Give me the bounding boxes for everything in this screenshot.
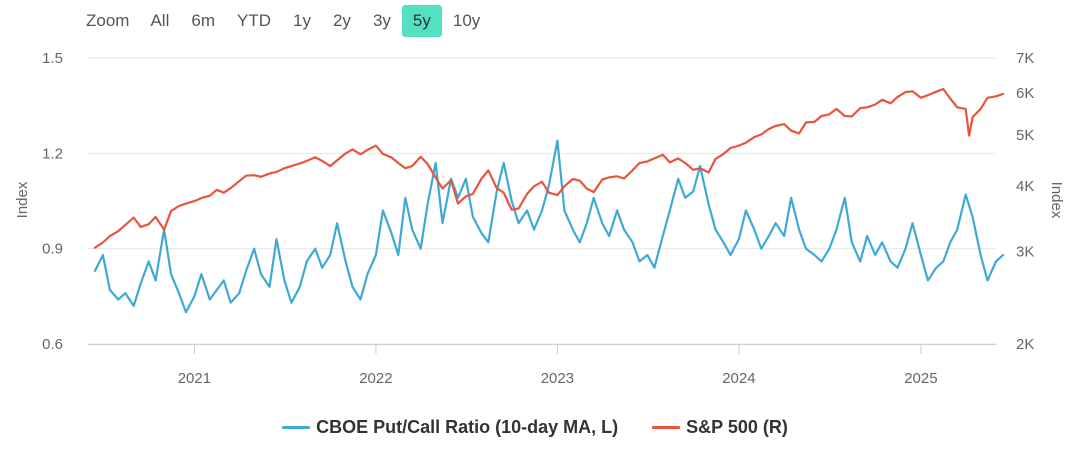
left-tick-label: 0.6: [42, 336, 63, 353]
series-layer: [93, 87, 1005, 314]
left-tick-label: 1.2: [42, 145, 63, 162]
right-tick-label: 6K: [1016, 85, 1034, 102]
legend-item-put-call[interactable]: CBOE Put/Call Ratio (10-day MA, L): [282, 417, 618, 438]
x-tick-label: 2021: [178, 370, 211, 387]
right-tick-label: 5K: [1016, 127, 1034, 144]
zoom-button-5y[interactable]: 5y: [401, 5, 442, 37]
legend-swatch-put-call: [282, 426, 311, 429]
x-tick-label: 2024: [722, 370, 755, 387]
x-tick-label: 2023: [541, 370, 574, 387]
legend-swatch-sp500: [652, 426, 681, 429]
zoom-button-1y[interactable]: 1y: [293, 11, 311, 30]
left-axis-title: Index: [14, 181, 31, 218]
legend-item-sp500[interactable]: S&P 500 (R): [652, 417, 788, 438]
zoom-button-6m[interactable]: 6m: [191, 11, 215, 30]
legend: CBOE Put/Call Ratio (10-day MA, L) S&P 5…: [0, 417, 1070, 438]
right-tick-label: 7K: [1016, 50, 1034, 67]
zoom-toolbar: Zoom All 6m YTD 1y 2y 3y 5y 10y: [78, 5, 491, 37]
zoom-button-2y[interactable]: 2y: [332, 11, 351, 30]
right-axis-title: Index: [1048, 182, 1065, 219]
left-tick-label: 1.5: [42, 50, 63, 67]
series-line-put-call: [93, 139, 1005, 314]
legend-label-put-call: CBOE Put/Call Ratio (10-day MA, L): [316, 417, 619, 437]
series-line-sp500: [93, 87, 1005, 249]
right-tick-label: 3K: [1016, 243, 1034, 260]
right-tick-label: 2K: [1016, 336, 1034, 353]
right-axis-ticks: 2K 3K 4K 5K 6K 7K: [1016, 50, 1034, 353]
left-tick-label: 0.9: [42, 241, 63, 258]
legend-label-sp500: S&P 500 (R): [686, 417, 788, 437]
right-tick-label: 4K: [1016, 178, 1034, 195]
x-axis-ticks: 2021 2022 2023 2024 2025: [88, 344, 996, 387]
left-axis-ticks: 0.6 0.9 1.2 1.5: [42, 50, 63, 353]
zoom-button-3y[interactable]: 3y: [372, 11, 391, 30]
zoom-button-10y[interactable]: 10y: [452, 11, 481, 30]
zoom-button-all[interactable]: All: [150, 11, 170, 30]
x-tick-label: 2025: [904, 370, 937, 387]
zoom-button-ytd[interactable]: YTD: [237, 11, 271, 30]
gridlines: [88, 57, 996, 345]
zoom-label: Zoom: [86, 11, 130, 30]
x-tick-label: 2022: [359, 370, 392, 387]
